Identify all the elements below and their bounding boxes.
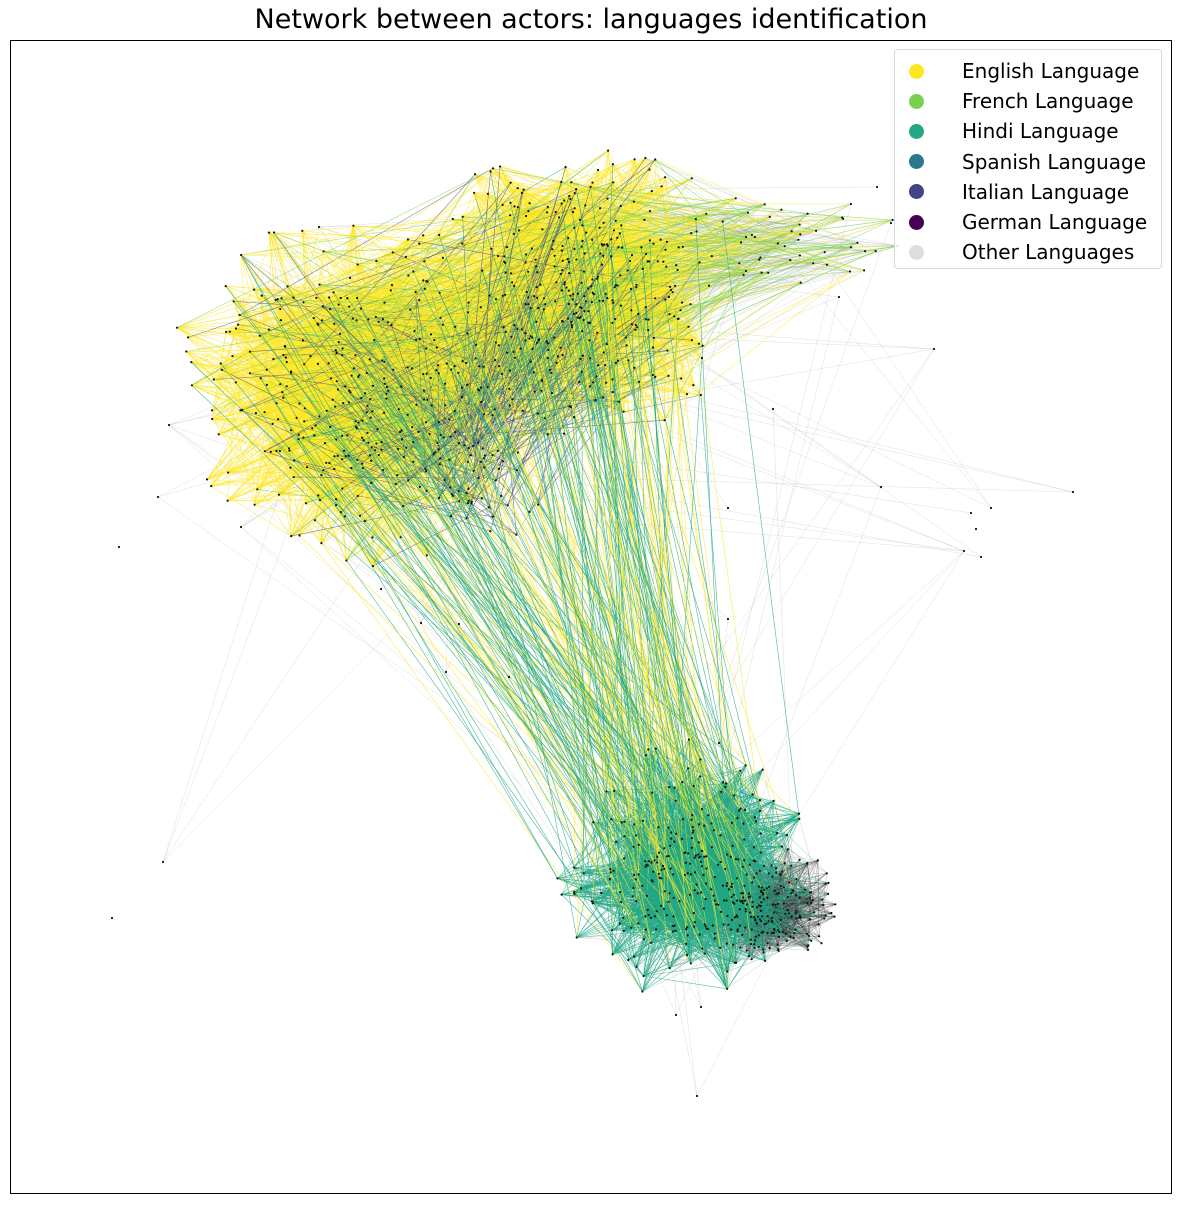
edge <box>696 931 783 1097</box>
edge <box>645 157 876 252</box>
edge <box>782 871 808 934</box>
edge <box>787 849 820 937</box>
edge <box>754 918 825 945</box>
edge <box>763 916 835 953</box>
edge <box>655 159 756 238</box>
edge <box>786 834 808 904</box>
edge <box>823 882 829 906</box>
edge <box>799 904 824 917</box>
edge <box>718 203 852 744</box>
edge <box>779 904 824 933</box>
edge <box>751 952 764 960</box>
edge <box>813 912 819 925</box>
edge <box>268 232 339 305</box>
edge <box>778 936 820 950</box>
edge <box>778 916 801 950</box>
edge <box>761 924 819 934</box>
edge <box>700 263 740 396</box>
edge <box>785 897 811 915</box>
edge <box>645 348 935 756</box>
edge <box>681 242 858 379</box>
edge <box>691 178 852 248</box>
edge <box>233 301 240 316</box>
edge <box>807 863 814 901</box>
edge <box>254 504 316 521</box>
edge <box>826 264 992 509</box>
edge <box>763 950 779 953</box>
edge <box>794 924 819 934</box>
edge <box>754 897 811 941</box>
edge <box>800 904 836 917</box>
edge <box>187 337 251 374</box>
edge <box>751 919 811 960</box>
edge <box>813 899 823 913</box>
edge <box>807 924 819 935</box>
edge <box>761 902 808 934</box>
edge <box>658 550 965 828</box>
edge <box>682 272 762 303</box>
edge <box>789 882 836 905</box>
edge <box>664 222 892 849</box>
edge <box>763 863 808 950</box>
edge <box>796 878 815 913</box>
chart-title: Network between actors: languages identi… <box>254 4 928 35</box>
edge <box>772 408 794 892</box>
edge <box>795 916 835 931</box>
edge <box>772 916 801 918</box>
edge <box>809 919 820 937</box>
edge <box>763 860 819 953</box>
edge <box>790 259 992 509</box>
network-graph <box>110 149 1075 1098</box>
edge <box>774 882 829 913</box>
edge <box>778 895 797 950</box>
edge <box>822 899 826 916</box>
edge <box>771 897 800 922</box>
plot-area <box>10 40 1172 1194</box>
edge <box>794 919 811 934</box>
edge <box>783 902 808 904</box>
edge <box>790 916 835 937</box>
edge <box>726 918 825 989</box>
edge <box>771 865 824 906</box>
edge <box>790 912 832 937</box>
edge <box>571 182 898 247</box>
edge <box>782 931 810 936</box>
edge <box>794 904 836 934</box>
edge <box>445 671 644 977</box>
edge <box>773 800 800 917</box>
edge <box>691 282 801 341</box>
edge <box>774 889 806 913</box>
edge <box>785 849 788 935</box>
edge <box>754 912 815 945</box>
edge <box>318 218 453 228</box>
edge <box>671 263 814 291</box>
edge <box>675 953 705 1016</box>
edge <box>807 863 815 913</box>
